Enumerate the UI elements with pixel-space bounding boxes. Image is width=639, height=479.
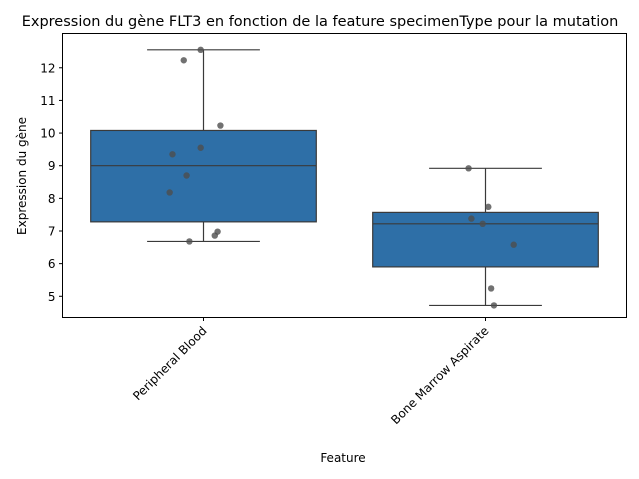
- box-iqr: [90, 129, 317, 223]
- data-point: [186, 238, 193, 245]
- data-point: [468, 215, 475, 222]
- data-point: [197, 46, 204, 54]
- y-tick-label: 10: [40, 127, 55, 141]
- x-tick-label: Peripheral Blood: [130, 324, 209, 403]
- data-point: [479, 220, 486, 228]
- boxes-layer: [90, 46, 599, 309]
- y-tick-label: 6: [48, 257, 56, 271]
- data-point: [490, 302, 498, 309]
- y-tick-label: 9: [48, 159, 56, 173]
- data-point: [487, 285, 495, 292]
- data-point: [465, 165, 472, 172]
- chart-title: Expression du gène FLT3 en fonction de l…: [22, 14, 619, 30]
- box-group: [372, 165, 599, 309]
- plot-area-frame: [62, 33, 627, 318]
- data-point: [169, 151, 176, 158]
- x-axis: Peripheral Blood Bone Marrow Aspirate: [130, 317, 492, 427]
- y-tick-label: 5: [48, 290, 56, 304]
- x-tick-label: Bone Marrow Aspirate: [388, 324, 491, 427]
- data-point: [197, 144, 204, 151]
- y-axis-label: Expression du gène: [15, 117, 29, 235]
- data-point: [180, 57, 187, 64]
- box-group: [90, 46, 317, 245]
- data-point: [485, 203, 492, 211]
- y-tick-label: 7: [48, 224, 56, 238]
- x-axis-label: Feature: [320, 451, 365, 465]
- y-axis: 5 6 7 8 9 10 11 12: [40, 61, 63, 304]
- y-tick-label: 8: [48, 192, 56, 206]
- data-point: [217, 122, 224, 129]
- data-point: [183, 172, 190, 179]
- data-point: [510, 241, 517, 248]
- box-iqr: [372, 211, 599, 268]
- y-tick-label: 12: [40, 61, 55, 75]
- data-point: [211, 232, 218, 239]
- data-point: [166, 189, 173, 196]
- y-tick-label: 11: [40, 94, 55, 108]
